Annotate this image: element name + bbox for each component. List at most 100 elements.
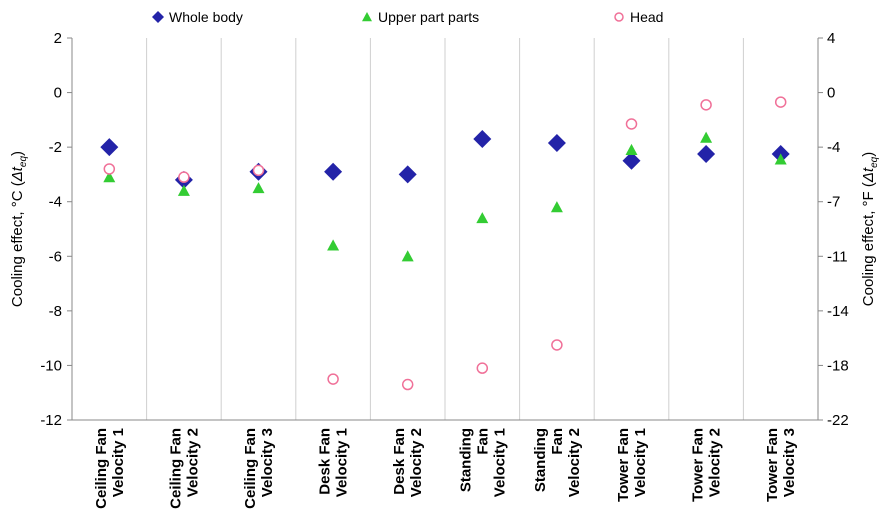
category-label-line: Velocity 1 bbox=[491, 428, 508, 497]
category-label-line: Velocity 2 bbox=[184, 428, 201, 497]
category-label-line: Velocity 3 bbox=[781, 428, 798, 497]
head-point bbox=[551, 339, 563, 351]
category-label: Standing Fan Velocity 1 bbox=[457, 428, 508, 497]
left-tick-label: -2 bbox=[49, 139, 62, 156]
category-label-line: Fan bbox=[549, 428, 566, 455]
category-label-line: Tower Fan bbox=[690, 428, 707, 502]
head-point bbox=[327, 373, 339, 385]
whole-body-point bbox=[697, 144, 716, 163]
right-tick-label: -18 bbox=[827, 357, 849, 374]
y-axis-left-title: Cooling effect, °C (Δteq) bbox=[9, 151, 29, 307]
whole-body-point bbox=[100, 138, 119, 157]
whole-body-point bbox=[398, 165, 417, 184]
category-label-line: Velocity 2 bbox=[707, 428, 724, 497]
legend: Whole body Upper part parts Head bbox=[152, 9, 663, 25]
whole-body-point bbox=[547, 134, 566, 153]
grid-lines bbox=[146, 38, 744, 420]
left-tick-label: -12 bbox=[40, 412, 62, 429]
right-tick-labels: 4 0 -4 -7 -11 -14 -18 -22 bbox=[818, 30, 849, 429]
head-point bbox=[252, 164, 265, 177]
series bbox=[103, 131, 787, 262]
upper-body-point bbox=[103, 171, 116, 183]
upper-body-point bbox=[401, 250, 414, 262]
category-label-line: Desk Fan bbox=[317, 428, 334, 495]
whole-body-point bbox=[324, 162, 343, 181]
right-tick-label: 4 bbox=[827, 30, 835, 47]
head-point bbox=[625, 118, 638, 130]
category-label-line: Standing bbox=[532, 428, 549, 492]
category-label-line: Velocity 3 bbox=[259, 428, 276, 497]
upper-body-point bbox=[327, 239, 340, 251]
category-label-line: Velocity 1 bbox=[632, 428, 649, 497]
upper-body-point bbox=[625, 143, 638, 155]
category-label-line: Tower Fan bbox=[615, 428, 632, 502]
category-label-line: Velocity 1 bbox=[334, 428, 351, 497]
y-left-label-sub: eq bbox=[18, 155, 29, 167]
upper-body-point bbox=[774, 153, 787, 165]
category-label-line: Velocity 2 bbox=[566, 428, 583, 497]
y-right-label-main: Cooling effect, °F ( bbox=[860, 182, 877, 306]
upper-body-point bbox=[252, 182, 265, 194]
legend-label: Upper part parts bbox=[378, 9, 479, 25]
legend-label: Whole body bbox=[169, 9, 243, 25]
y-left-label-main: Cooling effect, °C ( bbox=[9, 181, 26, 307]
upper-body-point bbox=[550, 201, 563, 213]
left-tick-label: 0 bbox=[54, 85, 62, 102]
axes bbox=[71, 38, 819, 421]
head-point bbox=[700, 99, 712, 111]
y-right-label-sub: eq bbox=[869, 156, 880, 168]
category-label-line: Fan bbox=[474, 428, 491, 455]
left-tick-labels: 2 0 -2 -4 -6 -8 -10 -12 bbox=[40, 30, 72, 429]
right-tick-label: -7 bbox=[827, 194, 840, 211]
left-tick-label: 2 bbox=[54, 30, 62, 47]
legend-item: Head bbox=[614, 9, 663, 25]
right-tick-label: -11 bbox=[827, 248, 848, 265]
left-tick-label: -6 bbox=[49, 248, 62, 265]
category-label-line: Ceiling Fan bbox=[93, 428, 110, 509]
y-axis-right-title: Cooling effect, °F (Δteq) bbox=[860, 152, 880, 306]
right-tick-label: -22 bbox=[827, 412, 849, 429]
category-label: Tower Fan Velocity 1 bbox=[615, 428, 649, 502]
legend-label: Head bbox=[630, 9, 663, 25]
category-label-line: Desk Fan bbox=[391, 428, 408, 495]
upper-body-point bbox=[476, 212, 489, 224]
right-tick-label: -4 bbox=[827, 139, 840, 156]
category-label: Ceiling Fan Velocity 2 bbox=[167, 428, 201, 509]
category-labels: Ceiling Fan Velocity 1 Ceiling Fan Velocity… bbox=[93, 428, 798, 509]
category-label-line: Ceiling Fan bbox=[167, 428, 184, 509]
legend-item: Whole body bbox=[152, 9, 243, 25]
legend-item: Upper part parts bbox=[362, 9, 479, 25]
whole-body-point bbox=[152, 11, 164, 23]
category-label: Tower Fan Velocity 2 bbox=[690, 428, 724, 502]
series bbox=[103, 96, 787, 391]
category-label: Tower Fan Velocity 3 bbox=[764, 428, 798, 502]
right-tick-label: -14 bbox=[827, 303, 849, 320]
category-label-line: Velocity 2 bbox=[408, 428, 425, 497]
category-label: Ceiling Fan Velocity 1 bbox=[93, 428, 127, 509]
upper-body-point bbox=[177, 184, 190, 196]
category-label: Standing Fan Velocity 2 bbox=[532, 428, 583, 497]
y-right-label-end: ) bbox=[860, 152, 877, 157]
left-tick-label: -4 bbox=[49, 194, 62, 211]
y-left-label-var: Δt bbox=[9, 166, 26, 182]
head-point bbox=[401, 378, 414, 391]
category-label: Ceiling Fan Velocity 3 bbox=[242, 428, 276, 509]
y-left-label-end: ) bbox=[9, 151, 26, 156]
left-tick-label: -8 bbox=[49, 303, 62, 320]
category-label-line: Ceiling Fan bbox=[242, 428, 259, 509]
head-point bbox=[476, 362, 489, 374]
whole-body-point bbox=[622, 151, 641, 170]
category-label-line: Velocity 1 bbox=[110, 428, 127, 497]
category-label-line: Standing bbox=[457, 428, 474, 492]
head-point bbox=[178, 171, 190, 183]
right-tick-label: 0 bbox=[827, 85, 835, 102]
category-label-line: Tower Fan bbox=[764, 428, 781, 502]
upper-body-point bbox=[362, 12, 372, 22]
data-marks bbox=[100, 96, 790, 391]
y-right-label-var: Δt bbox=[860, 167, 877, 183]
head-point bbox=[774, 96, 787, 108]
upper-body-point bbox=[700, 131, 713, 143]
head-point bbox=[103, 163, 116, 175]
head-point bbox=[614, 12, 624, 22]
